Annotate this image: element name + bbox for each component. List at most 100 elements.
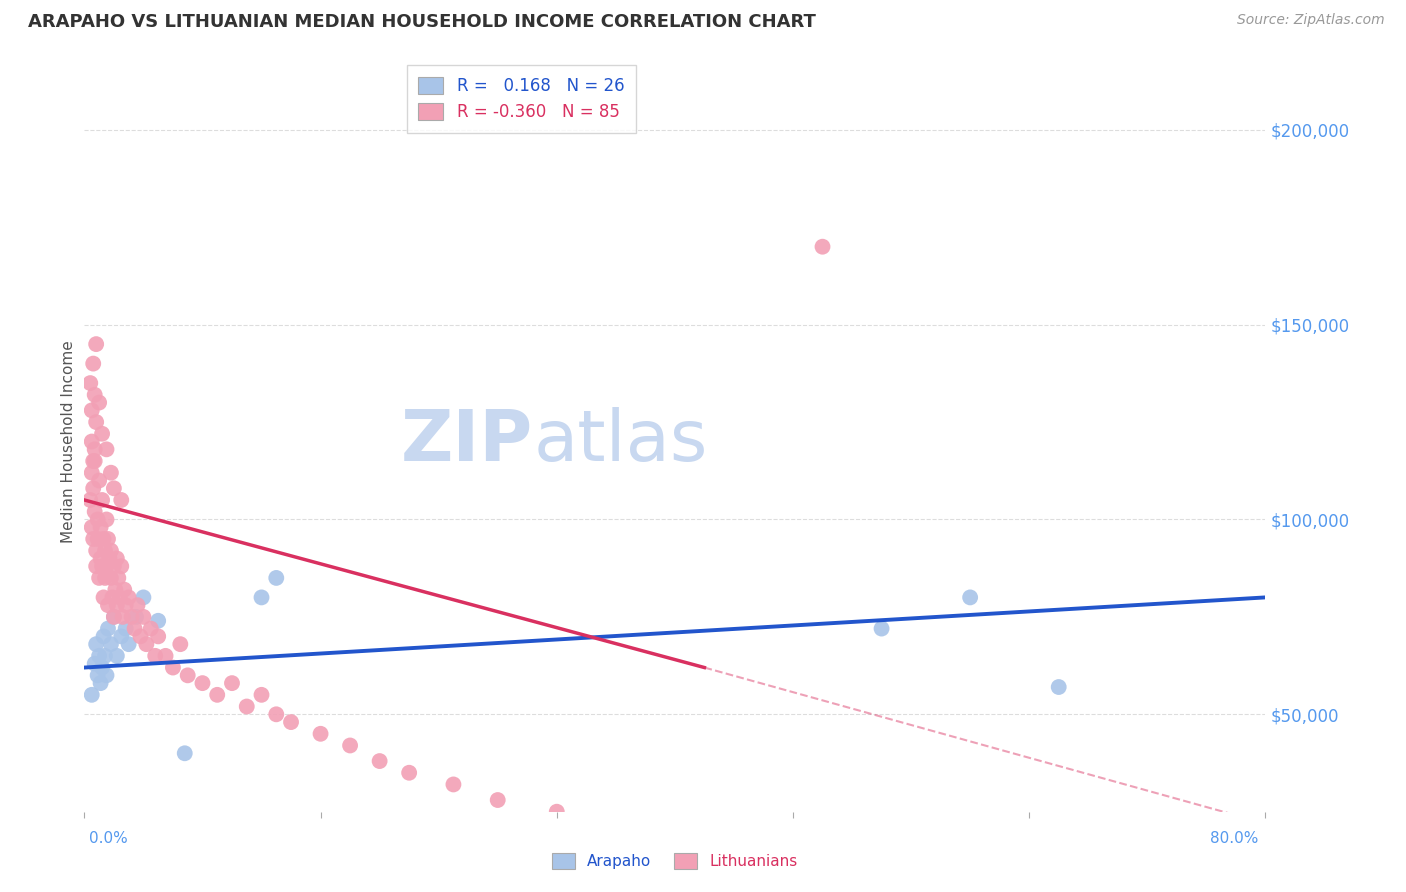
Point — [127, 598, 149, 612]
Point — [100, 571, 122, 585]
Point — [118, 637, 141, 651]
Point — [103, 610, 125, 624]
Point — [309, 727, 332, 741]
Point — [86, 668, 108, 682]
Point — [93, 532, 115, 546]
Point — [79, 493, 101, 508]
Point — [811, 240, 834, 254]
Text: Source: ZipAtlas.com: Source: ZipAtlas.com — [1237, 13, 1385, 28]
Point — [89, 648, 111, 663]
Point — [280, 715, 302, 730]
Point — [112, 582, 135, 597]
Point — [118, 591, 141, 605]
Point — [103, 481, 125, 495]
Point — [89, 395, 111, 409]
Point — [91, 660, 114, 674]
Point — [86, 512, 108, 526]
Point — [125, 610, 148, 624]
Point — [96, 559, 118, 574]
Point — [83, 657, 105, 671]
Point — [135, 637, 157, 651]
Point — [114, 622, 136, 636]
Point — [96, 668, 118, 682]
Point — [84, 543, 107, 558]
Point — [98, 551, 121, 566]
Point — [959, 591, 981, 605]
Point — [84, 337, 107, 351]
Point — [124, 622, 146, 636]
Point — [97, 532, 120, 546]
Point — [93, 629, 115, 643]
Point — [205, 688, 228, 702]
Point — [94, 543, 117, 558]
Point — [84, 559, 107, 574]
Point — [105, 648, 128, 663]
Point — [91, 559, 114, 574]
Point — [110, 629, 132, 643]
Point — [84, 415, 107, 429]
Point — [83, 505, 105, 519]
Y-axis label: Median Household Income: Median Household Income — [60, 340, 76, 543]
Point — [105, 598, 128, 612]
Point — [591, 816, 613, 830]
Point — [93, 591, 115, 605]
Point — [91, 426, 114, 441]
Point — [80, 520, 103, 534]
Point — [82, 481, 104, 495]
Point — [546, 805, 568, 819]
Point — [105, 551, 128, 566]
Point — [139, 622, 162, 636]
Point — [82, 454, 104, 468]
Point — [107, 571, 129, 585]
Point — [264, 707, 288, 722]
Point — [100, 637, 122, 651]
Text: 80.0%: 80.0% — [1211, 831, 1258, 846]
Point — [84, 637, 107, 651]
Point — [86, 532, 108, 546]
Point — [96, 442, 118, 457]
Point — [129, 629, 152, 643]
Point — [97, 622, 120, 636]
Text: ZIP: ZIP — [401, 407, 533, 476]
Point — [264, 571, 288, 585]
Point — [173, 746, 195, 760]
Point — [870, 622, 893, 636]
Point — [398, 765, 420, 780]
Point — [236, 699, 259, 714]
Point — [94, 648, 117, 663]
Point — [162, 660, 184, 674]
Text: 0.0%: 0.0% — [89, 831, 128, 846]
Point — [82, 532, 104, 546]
Point — [80, 403, 103, 417]
Point — [79, 376, 101, 390]
Point — [80, 466, 103, 480]
Point — [441, 777, 464, 791]
Point — [121, 610, 143, 624]
Point — [111, 610, 134, 624]
Point — [82, 357, 104, 371]
Point — [114, 598, 136, 612]
Legend: R =   0.168   N = 26, R = -0.360   N = 85: R = 0.168 N = 26, R = -0.360 N = 85 — [406, 65, 636, 133]
Point — [148, 629, 170, 643]
Point — [100, 543, 122, 558]
Point — [103, 610, 125, 624]
Point — [103, 559, 125, 574]
Point — [169, 637, 191, 651]
Point — [221, 676, 243, 690]
Point — [155, 648, 177, 663]
Point — [368, 754, 391, 768]
Point — [100, 466, 122, 480]
Point — [634, 824, 657, 838]
Point — [250, 688, 273, 702]
Point — [148, 614, 170, 628]
Point — [94, 571, 117, 585]
Point — [108, 591, 131, 605]
Point — [89, 474, 111, 488]
Point — [143, 648, 166, 663]
Point — [97, 598, 120, 612]
Point — [80, 434, 103, 449]
Point — [177, 668, 200, 682]
Text: atlas: atlas — [533, 407, 707, 476]
Point — [339, 739, 361, 753]
Point — [250, 591, 273, 605]
